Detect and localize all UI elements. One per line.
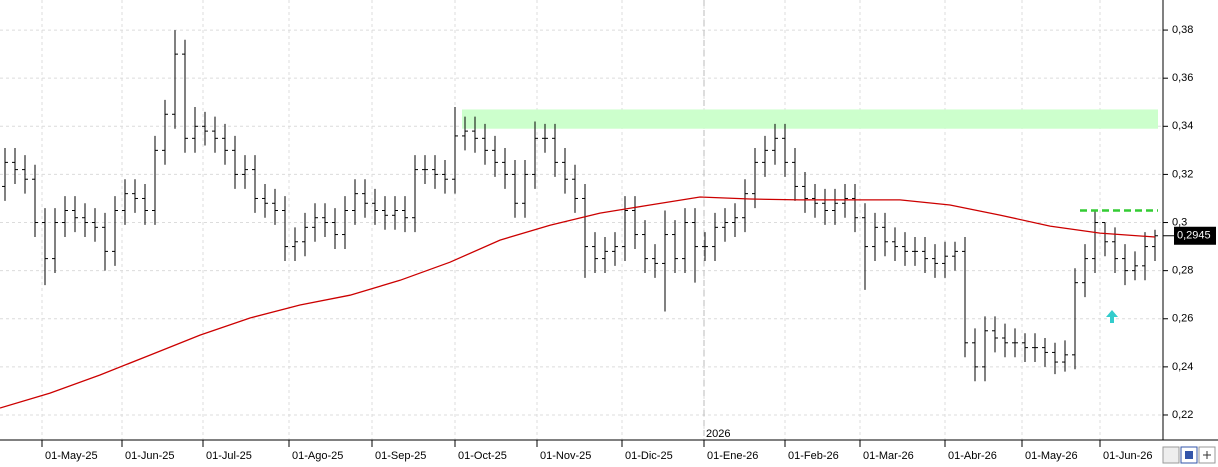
x-tick-label: 01-Dic-25	[625, 450, 673, 462]
y-tick-label: 0,32	[1172, 168, 1193, 180]
x-tick-label: 01-Jun-25	[125, 450, 175, 462]
x-tick-label: 01-Ene-26	[707, 450, 758, 462]
toolbar-icon	[1185, 451, 1193, 459]
x-tick-label: 01-Jul-25	[206, 450, 252, 462]
x-tick-label: 01-Oct-25	[458, 450, 507, 462]
y-tick-label: 0,3	[1172, 216, 1187, 228]
y-tick-label: 0,22	[1172, 409, 1193, 421]
x-tick-label: 01-Abr-26	[948, 450, 997, 462]
x-tick-label: 01-Jun-26	[1103, 450, 1153, 462]
y-tick-label: 0,36	[1172, 72, 1193, 84]
toolbar-icon	[1203, 451, 1211, 459]
toolbar-button[interactable]	[1162, 446, 1180, 464]
x-tick-label: 01-Nov-25	[540, 450, 591, 462]
x-tick-label: 01-Sep-25	[375, 450, 426, 462]
x-tick-label: 01-Ago-25	[292, 450, 343, 462]
last-price-box	[1174, 226, 1216, 245]
x-tick-label: 01-May-26	[1025, 450, 1078, 462]
toolbar	[1162, 446, 1216, 464]
year-label: 2026	[706, 428, 730, 440]
resistance-zone	[462, 109, 1158, 129]
y-tick-label: 0,28	[1172, 265, 1193, 277]
arrow-annotation	[1106, 310, 1118, 323]
moving-average	[0, 196, 1156, 409]
plot	[0, 30, 1158, 409]
x-tick-label: 01-Mar-26	[863, 450, 914, 462]
grid	[0, 0, 1163, 440]
y-tick-label: 0,26	[1172, 313, 1193, 325]
last-price-label: 0,2945	[1177, 230, 1211, 242]
y-tick-label: 0,34	[1172, 120, 1193, 132]
y-tick-label: 0,38	[1172, 24, 1193, 36]
y-tick-label: 0,24	[1172, 361, 1193, 373]
x-tick-label: 01-Feb-26	[788, 450, 839, 462]
x-tick-label: 01-May-25	[45, 450, 98, 462]
